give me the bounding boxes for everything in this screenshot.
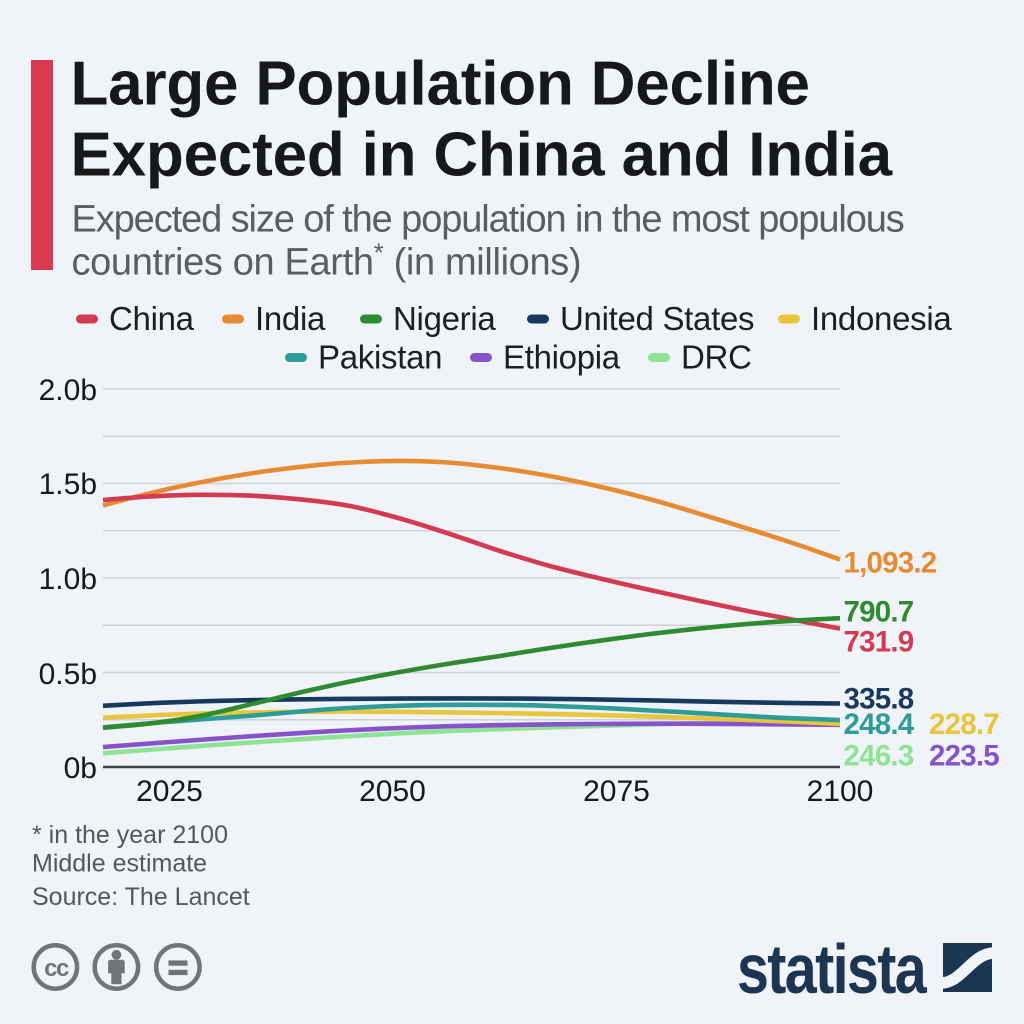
svg-text:countries on Earth* (in millio: countries on Earth* (in millions) <box>72 237 582 283</box>
svg-text:0b: 0b <box>64 752 97 785</box>
svg-text:1.0b: 1.0b <box>39 563 97 596</box>
svg-text:Large Population Decline: Large Population Decline <box>71 50 810 119</box>
svg-text:335.8: 335.8 <box>844 683 914 716</box>
svg-text:731.9: 731.9 <box>844 626 914 659</box>
svg-text:2025: 2025 <box>136 775 203 808</box>
svg-text:2050: 2050 <box>359 775 426 808</box>
svg-text:248.4: 248.4 <box>844 708 915 741</box>
svg-text:2.0b: 2.0b <box>39 374 97 407</box>
svg-text:Expected size of the populatio: Expected size of the population in the m… <box>72 199 904 241</box>
svg-text:2075: 2075 <box>583 775 650 808</box>
svg-text:1.5b: 1.5b <box>39 468 97 501</box>
svg-text:Expected in China and India: Expected in China and India <box>71 121 893 190</box>
svg-text:cc: cc <box>44 955 69 982</box>
svg-text:246.3: 246.3 <box>844 740 914 773</box>
svg-text:China: China <box>109 300 195 337</box>
svg-text:Indonesia: Indonesia <box>811 300 952 337</box>
svg-text:United States: United States <box>560 300 754 337</box>
svg-text:India: India <box>255 300 326 337</box>
svg-text:Source: The Lancet: Source: The Lancet <box>32 883 250 911</box>
svg-text:statista: statista <box>737 930 928 1008</box>
svg-text:Nigeria: Nigeria <box>393 300 496 337</box>
svg-text:223.5: 223.5 <box>929 740 999 773</box>
svg-text:Middle estimate: Middle estimate <box>32 850 207 878</box>
svg-text:1,093.2: 1,093.2 <box>844 547 937 580</box>
svg-text:2100: 2100 <box>807 775 874 808</box>
svg-text:Pakistan: Pakistan <box>318 339 442 376</box>
svg-text:DRC: DRC <box>681 339 752 376</box>
svg-text:* in the year 2100: * in the year 2100 <box>32 821 228 849</box>
svg-text:790.7: 790.7 <box>844 596 914 629</box>
svg-text:228.7: 228.7 <box>929 708 999 741</box>
svg-text:0.5b: 0.5b <box>39 658 97 691</box>
svg-text:Ethiopia: Ethiopia <box>503 339 621 376</box>
